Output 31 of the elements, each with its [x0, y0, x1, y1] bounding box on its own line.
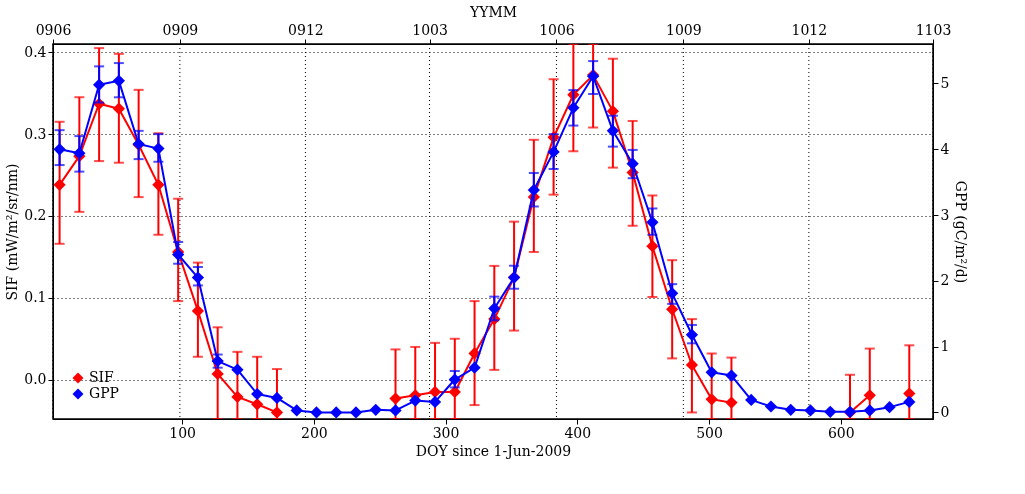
- y2-axis-title: GPP (gC/m²/d): [953, 180, 970, 284]
- legend-label: GPP: [89, 385, 120, 401]
- y2-tick-label: 2: [940, 272, 950, 289]
- x-axis-title: DOY since 1-Jun-2009: [415, 442, 572, 459]
- y2-tick-label: 1: [940, 338, 950, 355]
- y-tick-label: 0.3: [24, 125, 47, 142]
- x2-axis-title: YYMM: [468, 3, 518, 20]
- x2-tick-label: 0906: [35, 21, 72, 38]
- x2-tick-label: 0909: [162, 21, 199, 38]
- x2-tick-label: 1103: [915, 21, 952, 38]
- x-tick-label: 600: [827, 424, 855, 441]
- y2-tick-label: 3: [940, 206, 950, 223]
- y2-tick-label: 4: [940, 140, 950, 157]
- x-tick-label: 300: [432, 424, 460, 441]
- x2-tick-label: 1012: [791, 21, 828, 38]
- x-tick-label: 400: [564, 424, 592, 441]
- x2-tick-label: 1009: [666, 21, 702, 38]
- x-tick-label: 100: [169, 424, 196, 441]
- y-axis-title: SIF (mW/m²/sr/nm): [4, 163, 21, 301]
- x2-tick-label: 1006: [539, 21, 575, 38]
- y-tick-label: 0.0: [24, 371, 47, 388]
- y-tick-label: 0.1: [24, 289, 47, 306]
- y-tick-label: 0.4: [24, 43, 47, 60]
- y2-tick-label: 5: [940, 74, 950, 91]
- legend-label: SIF: [89, 369, 115, 385]
- x-tick-label: 200: [300, 424, 328, 441]
- x-tick-label: 500: [696, 424, 723, 441]
- x2-tick-label: 1003: [412, 21, 448, 38]
- y-tick-label: 0.2: [24, 207, 47, 224]
- x2-tick-label: 0912: [288, 21, 324, 38]
- y2-tick-label: 0: [940, 403, 950, 420]
